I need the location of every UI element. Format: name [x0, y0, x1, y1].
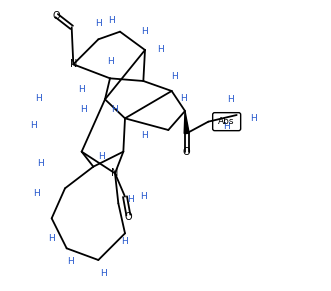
Text: H: H — [35, 94, 42, 103]
Text: H: H — [142, 130, 148, 139]
Text: O: O — [124, 212, 132, 222]
FancyBboxPatch shape — [213, 113, 241, 131]
Text: H: H — [157, 45, 164, 54]
Text: H: H — [95, 19, 102, 28]
Text: O: O — [183, 147, 190, 157]
Text: H: H — [127, 196, 133, 205]
Text: H: H — [30, 120, 37, 129]
Text: H: H — [223, 122, 230, 131]
Text: H: H — [172, 72, 178, 81]
Text: H: H — [250, 114, 257, 123]
Text: H: H — [80, 106, 87, 114]
Text: H: H — [48, 234, 55, 243]
Text: H: H — [98, 152, 105, 161]
Text: H: H — [78, 86, 85, 95]
Text: H: H — [142, 27, 148, 36]
Text: H: H — [112, 106, 118, 114]
Text: N: N — [111, 168, 119, 178]
Text: N: N — [70, 59, 77, 69]
Text: H: H — [107, 57, 114, 66]
Text: Abs: Abs — [218, 117, 235, 126]
Text: H: H — [100, 269, 107, 278]
Polygon shape — [184, 111, 189, 134]
Text: H: H — [121, 237, 128, 246]
Text: H: H — [37, 159, 43, 168]
Text: H: H — [180, 94, 187, 103]
Text: H: H — [227, 95, 233, 104]
Text: O: O — [53, 11, 61, 21]
Text: H: H — [33, 189, 40, 198]
Text: H: H — [108, 16, 115, 25]
Text: H: H — [67, 257, 73, 266]
Text: H: H — [140, 192, 147, 201]
